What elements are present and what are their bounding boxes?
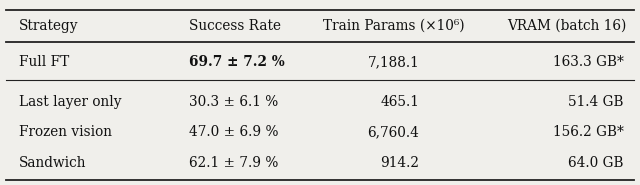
Text: VRAM (batch 16): VRAM (batch 16) — [507, 19, 626, 33]
Text: Last layer only: Last layer only — [19, 95, 122, 109]
Text: Success Rate: Success Rate — [189, 19, 281, 33]
Text: 465.1: 465.1 — [380, 95, 419, 109]
Text: 51.4 GB: 51.4 GB — [568, 95, 624, 109]
Text: 30.3 ± 6.1 %: 30.3 ± 6.1 % — [189, 95, 278, 109]
Text: Sandwich: Sandwich — [19, 156, 86, 170]
Text: 163.3 GB*: 163.3 GB* — [553, 55, 624, 69]
Text: Train Params (×10⁶): Train Params (×10⁶) — [323, 19, 465, 33]
Text: 64.0 GB: 64.0 GB — [568, 156, 624, 170]
Text: 7,188.1: 7,188.1 — [367, 55, 419, 69]
Text: 69.7 ± 7.2 %: 69.7 ± 7.2 % — [189, 55, 285, 69]
Text: Strategy: Strategy — [19, 19, 79, 33]
Text: 47.0 ± 6.9 %: 47.0 ± 6.9 % — [189, 125, 278, 139]
Text: 914.2: 914.2 — [380, 156, 419, 170]
Text: 62.1 ± 7.9 %: 62.1 ± 7.9 % — [189, 156, 278, 170]
Text: 6,760.4: 6,760.4 — [367, 125, 419, 139]
Text: 156.2 GB*: 156.2 GB* — [553, 125, 624, 139]
Text: Frozen vision: Frozen vision — [19, 125, 112, 139]
Text: Full FT: Full FT — [19, 55, 70, 69]
